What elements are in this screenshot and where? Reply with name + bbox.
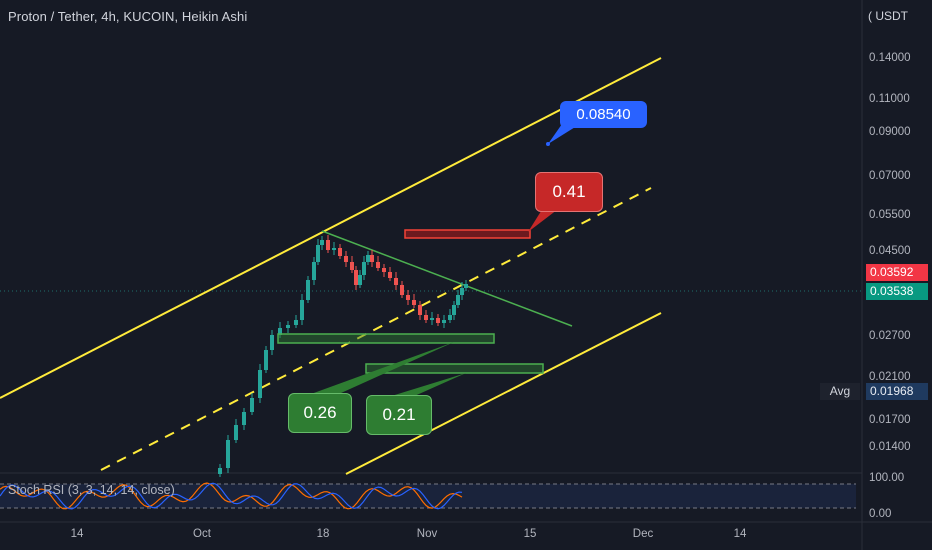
candle-body xyxy=(452,305,456,315)
candle-body xyxy=(412,300,416,305)
candle-body xyxy=(358,275,362,285)
candle-body xyxy=(406,295,410,300)
candle-body xyxy=(382,268,386,272)
candle-body xyxy=(250,398,254,412)
last-price-tag: 0.03592 xyxy=(866,264,928,281)
time-tick: 15 xyxy=(523,528,537,540)
price-tick: 0.01400 xyxy=(869,441,911,453)
candle-body xyxy=(312,262,316,280)
candle-body xyxy=(242,412,246,425)
symbol-title[interactable]: Proton / Tether, 4h, KUCOIN, Heikin Ashi xyxy=(8,9,248,24)
candle-body xyxy=(332,248,336,250)
support-callout-1[interactable]: 0.26 xyxy=(288,393,352,433)
support-label-2: 0.21 xyxy=(382,405,416,424)
price-tick: 0.02100 xyxy=(869,371,911,383)
stoch-line xyxy=(0,482,463,510)
time-tick: Dec xyxy=(632,528,654,540)
price-tick: 0.02700 xyxy=(869,330,911,342)
current-price-tag: 0.03538 xyxy=(866,283,928,300)
candle-body xyxy=(436,318,440,323)
price-tick: 0.05500 xyxy=(869,209,911,221)
avg-label: Avg xyxy=(820,383,860,400)
candle-body xyxy=(460,288,464,295)
candle-body xyxy=(294,320,298,325)
candle-body xyxy=(376,262,380,268)
candle-body xyxy=(354,270,358,285)
candle-body xyxy=(430,318,434,320)
channel-lower-line[interactable] xyxy=(345,312,662,475)
currency-selector[interactable]: ( USDT xyxy=(868,9,908,23)
currency-paren-open: ( xyxy=(868,9,876,23)
time-tick: Oct xyxy=(193,528,211,540)
candle-body xyxy=(320,240,324,245)
time-tick: Nov xyxy=(416,528,438,540)
candle-body xyxy=(350,262,354,270)
time-tick: 18 xyxy=(316,528,330,540)
candle-body xyxy=(456,295,460,305)
price-tick: 0.04500 xyxy=(869,245,911,257)
candle-body xyxy=(400,285,404,295)
target-point-marker xyxy=(546,142,550,146)
price-tick: 0.14000 xyxy=(869,52,911,64)
candle-body xyxy=(226,440,230,468)
candle-body xyxy=(270,335,274,350)
support-2-callout-pointer xyxy=(385,373,466,398)
channel-middle-line[interactable] xyxy=(100,187,652,471)
price-tick: 0.07000 xyxy=(869,170,911,182)
stoch-rsi-legend[interactable]: Stoch RSI (3, 3, 14, 14, close) xyxy=(8,483,175,497)
support-callout-2[interactable]: 0.21 xyxy=(366,395,432,435)
candle-body xyxy=(326,240,330,250)
currency-label: USDT xyxy=(875,9,909,23)
price-tick: 0.09000 xyxy=(869,126,911,138)
support-label-1: 0.26 xyxy=(303,403,337,422)
candle-body xyxy=(394,278,398,285)
avg-price-tag: 0.01968 xyxy=(866,383,928,400)
stoch-tick-100: 100.00 xyxy=(869,472,905,484)
support-1-callout-pointer xyxy=(300,342,454,398)
time-tick: 14 xyxy=(70,528,84,540)
candle-body xyxy=(370,255,374,262)
candle-body xyxy=(418,305,422,315)
candle-body xyxy=(362,262,366,275)
target-callout-pointer xyxy=(548,124,580,144)
descending-trendline[interactable] xyxy=(321,230,573,327)
target-callout[interactable]: 0.08540 xyxy=(560,101,647,128)
candle-body xyxy=(300,300,304,320)
resistance-zone[interactable] xyxy=(404,229,531,239)
candle-body xyxy=(258,370,262,398)
candle-body xyxy=(316,245,320,262)
time-tick: 14 xyxy=(733,528,747,540)
price-tick: 0.11000 xyxy=(869,93,910,105)
candlestick-series xyxy=(218,235,468,477)
candle-body xyxy=(344,256,348,262)
channel-upper-line[interactable] xyxy=(0,57,662,399)
candle-body xyxy=(442,320,446,323)
resistance-callout[interactable]: 0.41 xyxy=(535,172,603,212)
support-zone-1[interactable] xyxy=(277,333,495,344)
target-price-label: 0.08540 xyxy=(576,106,631,123)
candle-body xyxy=(464,284,468,288)
candle-body xyxy=(424,315,428,320)
candle-body xyxy=(218,468,222,474)
candle-body xyxy=(278,328,282,335)
support-zone-2[interactable] xyxy=(365,363,544,374)
candle-body xyxy=(448,315,452,320)
stoch-tick-0: 0.00 xyxy=(869,508,892,520)
candle-body xyxy=(234,425,238,440)
candle-body xyxy=(388,272,392,278)
resistance-label: 0.41 xyxy=(552,182,586,201)
plot-area xyxy=(0,0,862,550)
candle-body xyxy=(306,280,310,300)
candle-body xyxy=(366,255,370,262)
price-tick: 0.01700 xyxy=(869,414,911,426)
candle-body xyxy=(338,248,342,256)
candle-body xyxy=(264,350,268,370)
stoch-rsi-lines xyxy=(0,482,463,510)
candle-body xyxy=(286,325,290,328)
